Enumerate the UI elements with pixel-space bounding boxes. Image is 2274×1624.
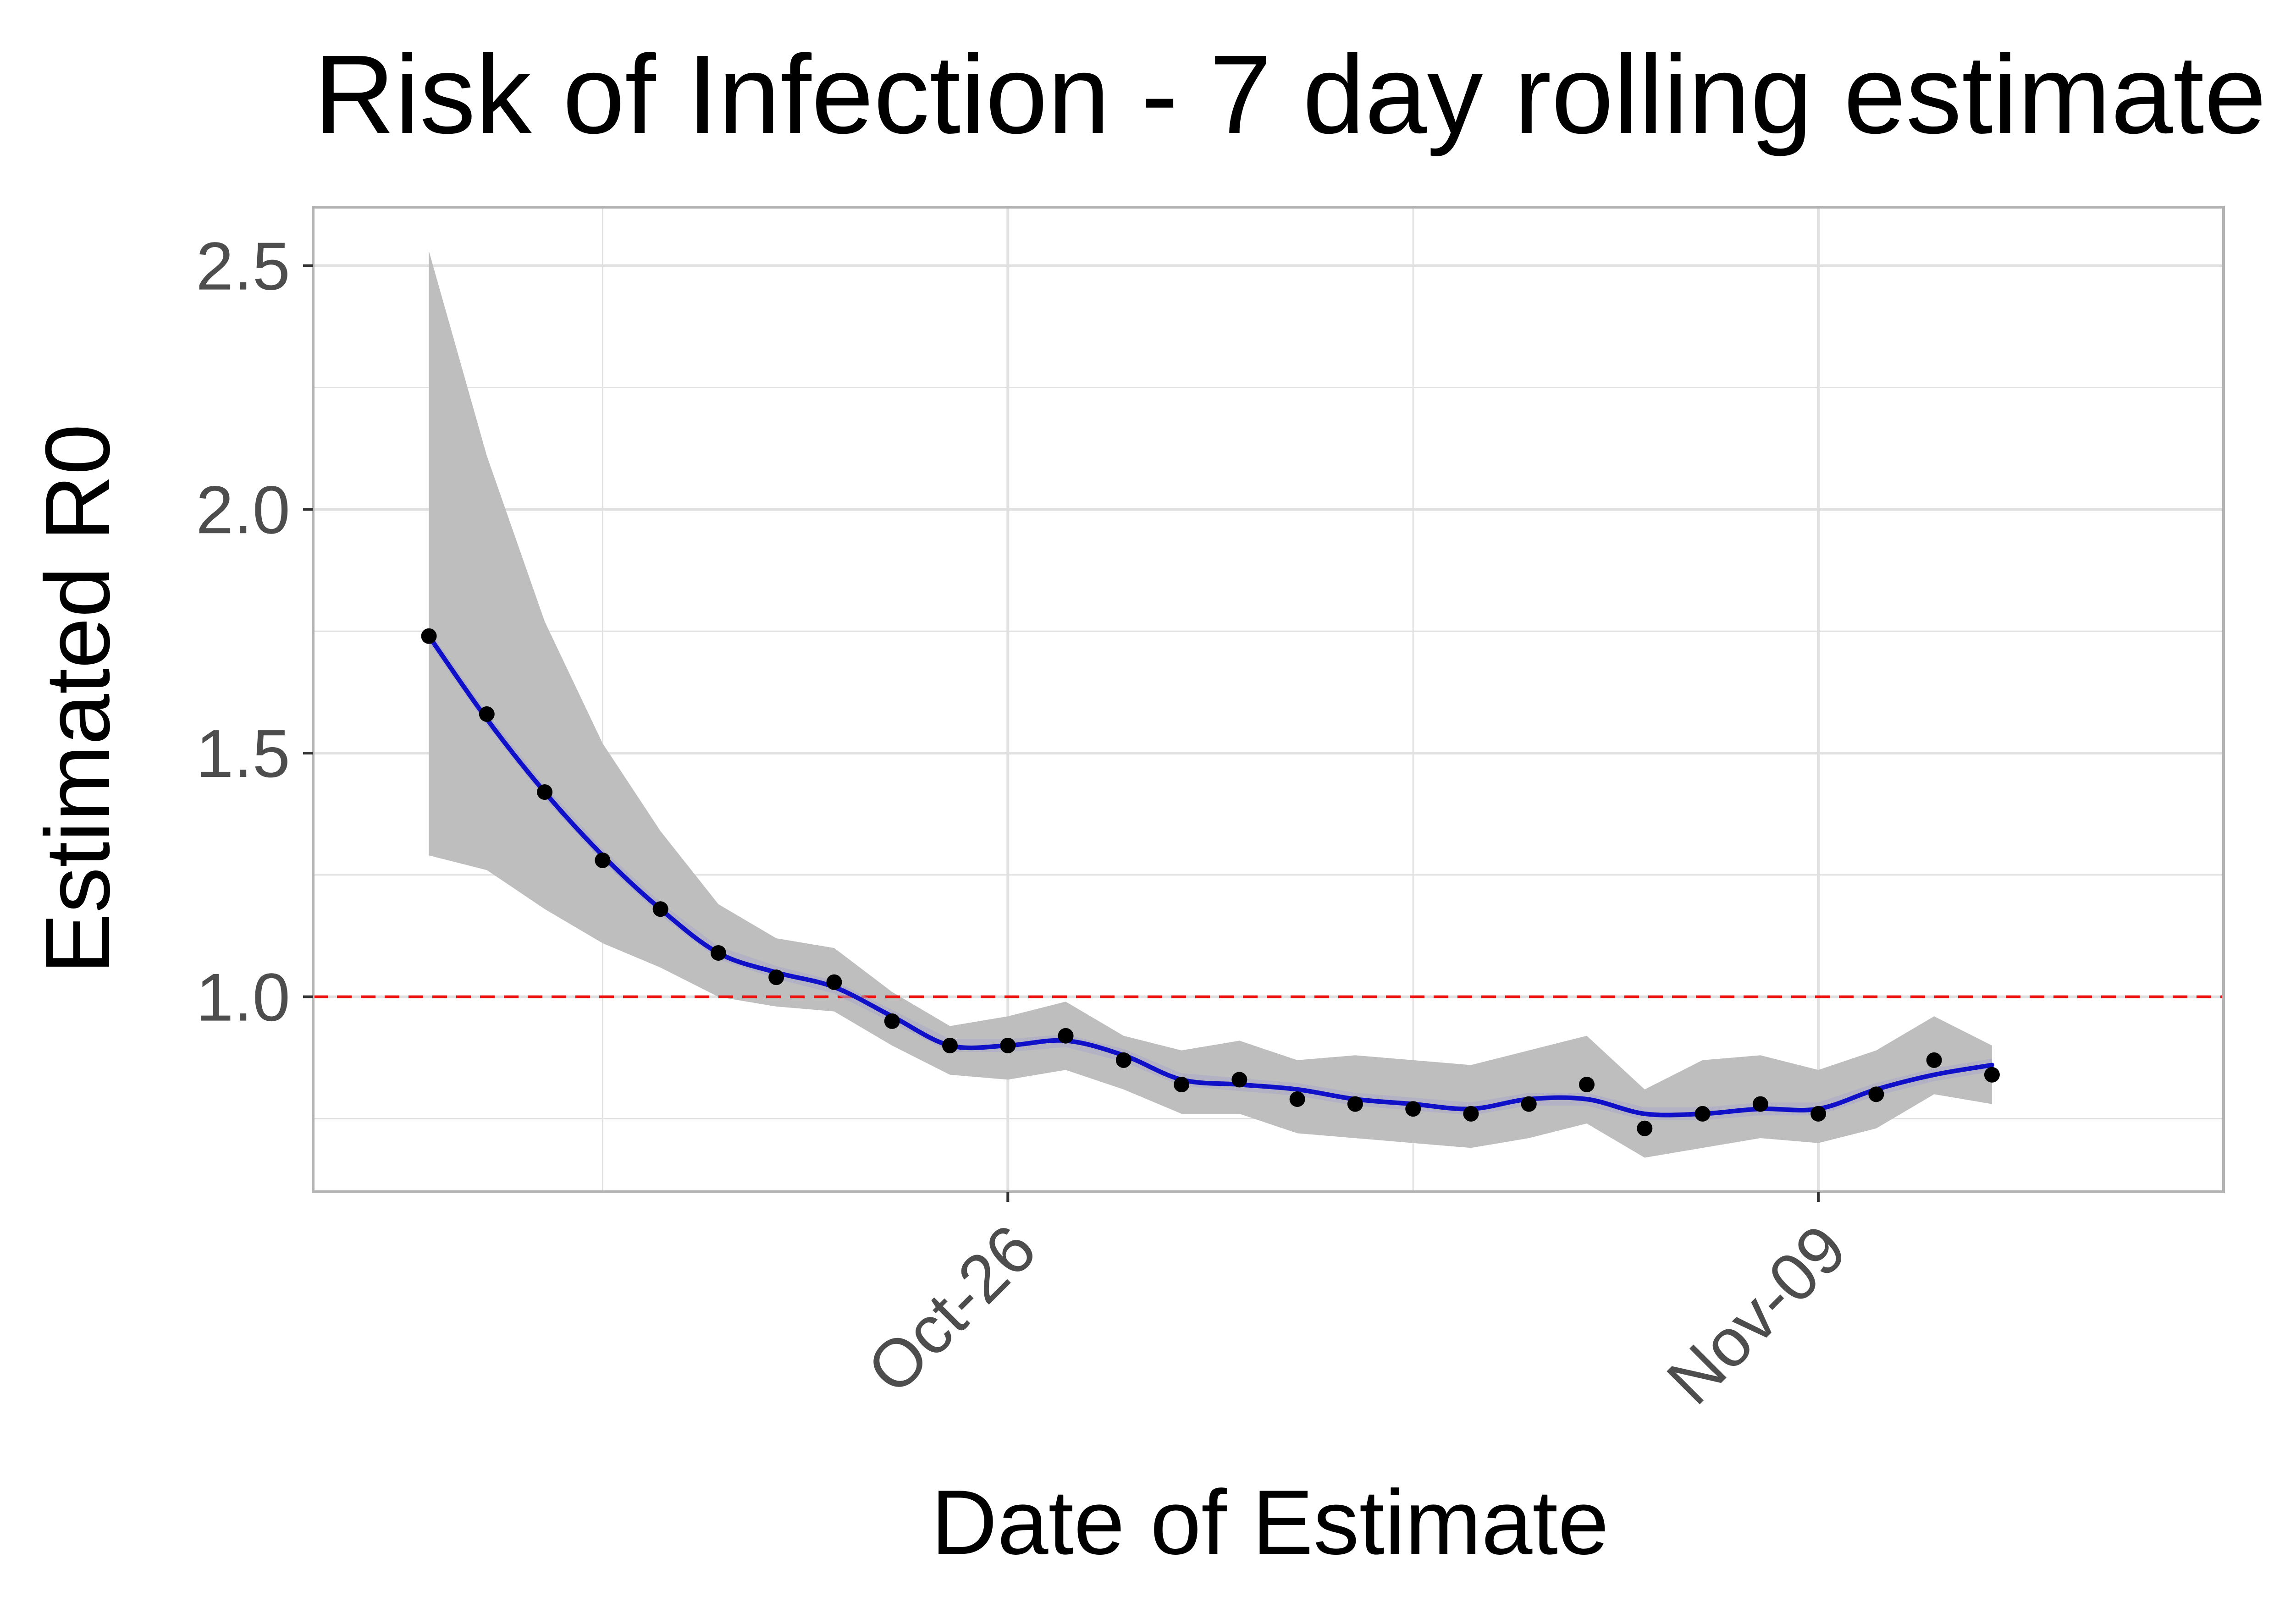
data-point	[1752, 1096, 1768, 1112]
data-point	[1058, 1028, 1074, 1044]
data-point	[826, 974, 842, 990]
data-point	[479, 706, 495, 722]
data-point	[1231, 1072, 1247, 1088]
data-points	[421, 628, 2000, 1136]
data-point	[1174, 1077, 1190, 1093]
data-point	[537, 784, 553, 800]
data-point	[768, 969, 784, 985]
y-tick-label: 2.0	[196, 472, 290, 548]
y-axis: 1.0 1.5 2.0 2.5	[196, 229, 313, 1035]
y-tick-label: 1.0	[196, 960, 290, 1035]
data-point	[1115, 1052, 1131, 1068]
plot-panel	[312, 206, 2225, 1193]
data-point	[1868, 1086, 1884, 1102]
confidence-ribbon	[429, 251, 1992, 1158]
data-point	[710, 945, 726, 961]
data-point	[1000, 1037, 1016, 1053]
data-point	[884, 1013, 900, 1029]
data-point	[421, 628, 437, 644]
data-point	[942, 1037, 958, 1053]
data-point	[1289, 1091, 1305, 1107]
data-point	[1347, 1096, 1363, 1112]
data-point	[1810, 1106, 1827, 1122]
data-point	[1579, 1077, 1595, 1093]
chart-title: Risk of Infection - 7 day rolling estima…	[314, 32, 2266, 157]
y-tick-label: 2.5	[196, 229, 290, 304]
y-tick-label: 1.5	[196, 716, 290, 792]
data-point	[1637, 1120, 1653, 1136]
x-axis-title: Date of Estimate	[931, 1471, 1609, 1574]
data-point	[1463, 1106, 1479, 1122]
data-point	[595, 852, 611, 868]
data-point	[1926, 1052, 1942, 1068]
data-point	[1405, 1101, 1421, 1117]
data-point	[1694, 1106, 1711, 1122]
panel-background	[313, 207, 2224, 1192]
data-point	[1521, 1096, 1537, 1112]
y-axis-title: Estimated R0	[27, 424, 129, 974]
panel-border	[312, 206, 2225, 1193]
data-point	[652, 901, 668, 917]
data-point	[1984, 1067, 2000, 1083]
